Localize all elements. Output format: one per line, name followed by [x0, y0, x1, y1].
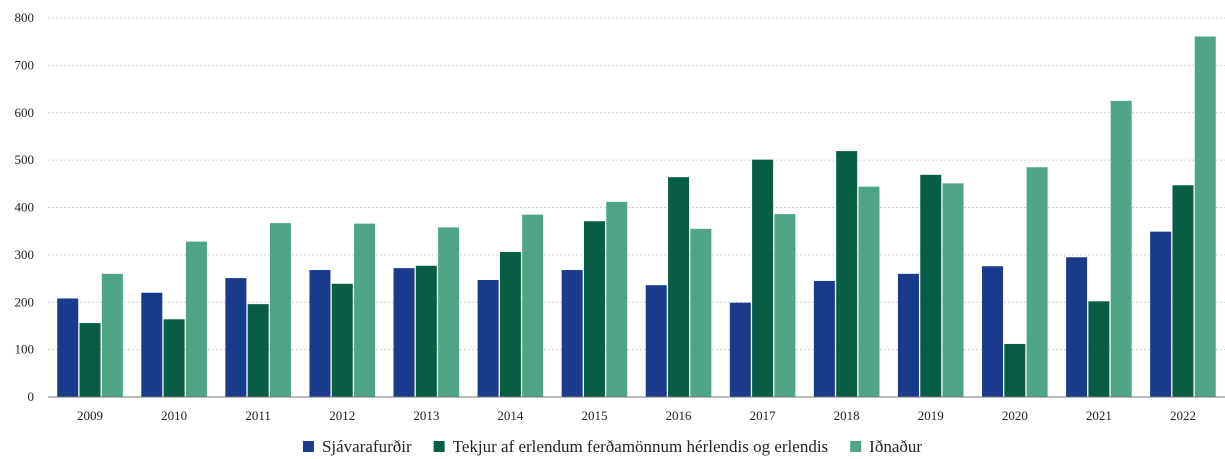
legend-label: Tekjur af erlendum ferðamönnum hérlendis…: [453, 437, 829, 456]
bar-2011-series-0: [225, 278, 247, 397]
x-tick-label: 2016: [666, 408, 693, 423]
y-tick-label: 600: [15, 105, 35, 120]
bar-2022-series-0: [1150, 231, 1172, 397]
legend-item: Iðnaður: [850, 437, 922, 456]
bar-2009-series-2: [101, 273, 123, 397]
bar-2016-series-2: [690, 228, 712, 397]
legend-swatch: [302, 441, 314, 452]
y-tick-label: 100: [15, 342, 35, 357]
y-tick-label: 0: [28, 389, 35, 404]
legend: Sjávarafurðir Tekjur af erlendum ferðamön…: [302, 437, 922, 456]
x-tick-label: 2012: [329, 408, 355, 423]
legend-swatch: [433, 441, 445, 452]
bar-2017-series-2: [774, 214, 796, 397]
x-tick-label: 2022: [1170, 408, 1196, 423]
bar-2020-series-1: [1004, 343, 1026, 397]
legend-swatch: [850, 441, 862, 452]
bar-2013-series-2: [438, 227, 460, 397]
bar-2017-series-1: [752, 159, 774, 397]
x-tick-label: 2009: [77, 408, 103, 423]
bar-2010-series-0: [141, 292, 163, 397]
legend-label: Iðnaður: [869, 437, 922, 456]
y-tick-label: 800: [15, 10, 35, 25]
bar-2014-series-2: [522, 214, 544, 397]
bar-2019-series-0: [897, 273, 919, 397]
bar-2021-series-1: [1088, 301, 1110, 397]
bars: [57, 36, 1216, 397]
bar-2021-series-2: [1110, 100, 1132, 397]
y-tick-label: 700: [15, 57, 35, 72]
gridlines: [48, 17, 1225, 351]
bar-2022-series-1: [1172, 185, 1194, 397]
bar-2019-series-1: [920, 174, 942, 397]
x-tick-label: 2011: [245, 408, 271, 423]
bar-2010-series-2: [185, 241, 207, 397]
y-tick-label: 500: [15, 152, 35, 167]
bar-2011-series-1: [247, 304, 269, 397]
bar-2015-series-2: [606, 201, 628, 397]
bar-2009-series-0: [57, 298, 79, 397]
x-tick-label: 2019: [918, 408, 944, 423]
bar-2019-series-2: [942, 183, 964, 397]
x-axis-ticks: 2009 2010 2011 2012 2013 2014 2015 2016 2017 2018…: [77, 408, 1196, 423]
x-tick-label: 2015: [581, 408, 607, 423]
bar-2021-series-0: [1066, 257, 1088, 397]
bar-2016-series-0: [645, 285, 667, 397]
y-axis-ticks: 0 100 200 300 400 500 600 700 800: [15, 10, 35, 404]
bar-2015-series-0: [561, 270, 583, 397]
bar-2013-series-1: [415, 265, 437, 397]
bar-2011-series-2: [269, 223, 291, 397]
bar-2020-series-0: [982, 266, 1004, 397]
bar-2013-series-0: [393, 268, 415, 397]
bar-2018-series-1: [836, 151, 858, 397]
y-tick-label: 200: [15, 294, 35, 309]
bar-2018-series-0: [813, 280, 835, 397]
bar-2016-series-1: [668, 177, 690, 397]
x-tick-label: 2018: [834, 408, 860, 423]
bar-2014-series-1: [499, 252, 521, 397]
x-tick-label: 2017: [750, 408, 777, 423]
bar-2018-series-2: [858, 186, 880, 397]
bar-2012-series-0: [309, 270, 331, 397]
x-tick-label: 2010: [161, 408, 187, 423]
x-tick-label: 2020: [1002, 408, 1028, 423]
bar-2014-series-0: [477, 279, 499, 397]
x-tick-label: 2021: [1086, 408, 1112, 423]
legend-label: Sjávarafurðir: [322, 437, 412, 456]
bar-2022-series-2: [1194, 36, 1216, 397]
bar-2010-series-1: [163, 319, 185, 397]
bar-2009-series-1: [79, 323, 101, 397]
y-tick-label: 400: [15, 200, 35, 215]
bar-2012-series-2: [354, 223, 376, 397]
legend-item: Sjávarafurðir: [302, 437, 412, 456]
legend-item: Tekjur af erlendum ferðamönnum hérlendis…: [433, 437, 829, 456]
bar-2012-series-1: [331, 283, 353, 397]
x-tick-label: 2013: [413, 408, 439, 423]
bar-2020-series-2: [1026, 167, 1048, 397]
x-tick-label: 2014: [497, 408, 524, 423]
bar-2015-series-1: [583, 221, 605, 397]
y-tick-label: 300: [15, 247, 35, 262]
bar-2017-series-0: [729, 302, 751, 397]
